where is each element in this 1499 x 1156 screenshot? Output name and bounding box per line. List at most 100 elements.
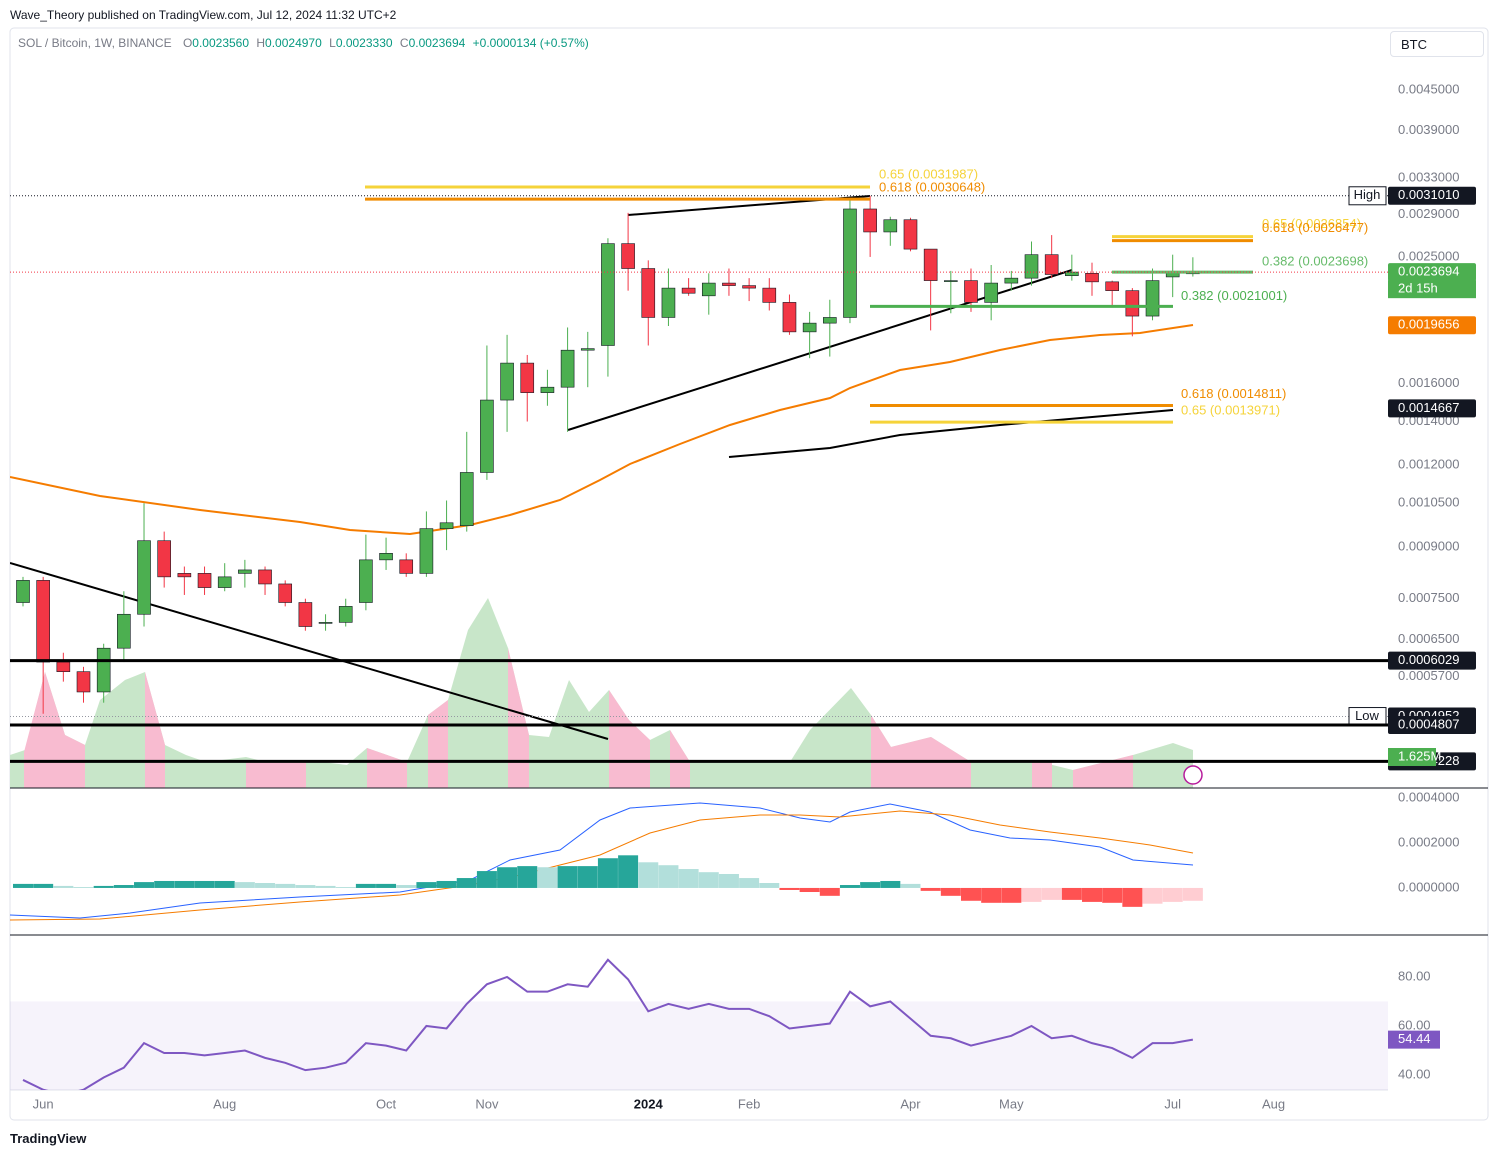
candle-body (843, 208, 857, 318)
ohlc-key: L (329, 36, 336, 50)
candle-body (701, 282, 716, 297)
ohlc-key: C (399, 36, 409, 50)
macd-bar (638, 862, 659, 888)
macd-bar (1041, 887, 1062, 900)
publisher: Wave_Theory published on TradingView.com… (10, 8, 397, 22)
candle-body (338, 606, 353, 623)
ohlc-value: 0.0023694 (408, 36, 466, 50)
candle-body (459, 472, 474, 526)
macd-bar (1182, 887, 1203, 901)
macd-bar (739, 878, 760, 888)
price-label: 0.0004807 (1398, 716, 1459, 731)
symbol: SOL / Bitcoin, 1W, BINANCE (18, 36, 172, 50)
drawings (10, 195, 1194, 740)
currency-button[interactable]: BTC (1390, 31, 1484, 57)
candle-body (681, 287, 696, 294)
candle-body (157, 540, 171, 578)
macd-bar (497, 867, 518, 888)
y-tick-label: 0.0029000 (1398, 206, 1459, 221)
fib-label: 0.382 (0.0023698) (1262, 254, 1368, 269)
candle-body (238, 569, 252, 574)
candle-body (1004, 277, 1019, 284)
macd-bar (658, 865, 679, 888)
price-label-box (1388, 715, 1476, 734)
fib-label: 0.618 (0.0030648) (879, 180, 985, 195)
x-tick-label: 2024 (634, 1096, 664, 1111)
rsi-line (22, 958, 1194, 1090)
macd-bar (557, 866, 578, 888)
candle-body (56, 661, 71, 672)
price-tag-box (1348, 186, 1387, 206)
macd-bar (416, 882, 437, 888)
candle-body (923, 248, 938, 281)
y-tick-label: 0.0045000 (1398, 82, 1459, 97)
macd-bar (1102, 887, 1123, 903)
macd-bar (214, 880, 235, 888)
macd-bar (335, 887, 356, 888)
price-tag: Low (1355, 708, 1379, 723)
x-tick-label: Aug (213, 1096, 236, 1111)
candle-body (399, 559, 414, 574)
candle-body (822, 317, 837, 324)
candle-body (883, 219, 898, 233)
x-tick-label: Nov (475, 1096, 499, 1111)
macd-bar (1082, 887, 1103, 902)
price-label-box (1388, 651, 1476, 670)
x-tick-label: May (999, 1096, 1024, 1111)
macd-bar (678, 869, 699, 888)
candle-body (601, 243, 615, 346)
candle-body (379, 553, 393, 561)
candle-body (1065, 271, 1079, 277)
price-label-box (1388, 186, 1476, 205)
y-tick-label: 0.0002000 (1398, 834, 1459, 849)
price-label: 0.0014667 (1398, 400, 1459, 415)
candle-body (984, 282, 998, 303)
macd-bar (1162, 887, 1183, 902)
candle-body (520, 362, 535, 393)
y-tick-label: 0.0007500 (1398, 590, 1459, 605)
candle-body (1186, 271, 1200, 275)
y-tick-label: 0.0009000 (1398, 538, 1459, 553)
candle-body (1145, 280, 1160, 317)
candle-body (621, 243, 635, 269)
price-label: 0.0019656 (1398, 317, 1459, 332)
footer-logo: TradingView (10, 1131, 87, 1146)
candle-body (439, 522, 454, 529)
macd-bar (53, 885, 74, 888)
candle-body (480, 399, 494, 473)
macd-bar (315, 885, 336, 888)
candle-body (16, 580, 30, 603)
macd-bar (860, 882, 881, 888)
trend-line (10, 562, 609, 740)
candle-body (96, 647, 111, 693)
macd-bar (33, 883, 54, 888)
macd-bar (396, 885, 417, 888)
ohlc-value: 0.0023330 (335, 36, 393, 50)
y-tick-label: 0.0025000 (1398, 248, 1459, 263)
candles (16, 195, 1200, 714)
x-tick-label: Feb (738, 1096, 760, 1111)
price-label: 0.0004228 (1398, 753, 1459, 768)
candle-body (722, 282, 736, 286)
macd-bar (436, 880, 457, 888)
macd-bar (960, 887, 981, 901)
macd-bar (1142, 887, 1163, 904)
macd-bar (456, 878, 477, 888)
macd-bar (234, 882, 255, 888)
fib-label: 0.65 (0.0013971) (1181, 403, 1280, 418)
macd-lines (9, 802, 1194, 921)
trend-line (567, 269, 1073, 431)
macd-bar (759, 882, 780, 888)
candle-body (1125, 290, 1140, 317)
frame (9, 27, 1489, 1121)
price-label-box (1388, 399, 1476, 418)
ohlc-key: H (256, 36, 266, 50)
macd-bar (174, 880, 195, 888)
candle-body (298, 602, 313, 627)
candle-body (762, 287, 777, 303)
volume (10, 598, 1193, 788)
price-label-box (1388, 280, 1476, 299)
volume-label-box (1388, 748, 1436, 766)
chart: 0.0045000 0.0039000 0.0033000 0.0029000 0.00… (9, 27, 1489, 1121)
